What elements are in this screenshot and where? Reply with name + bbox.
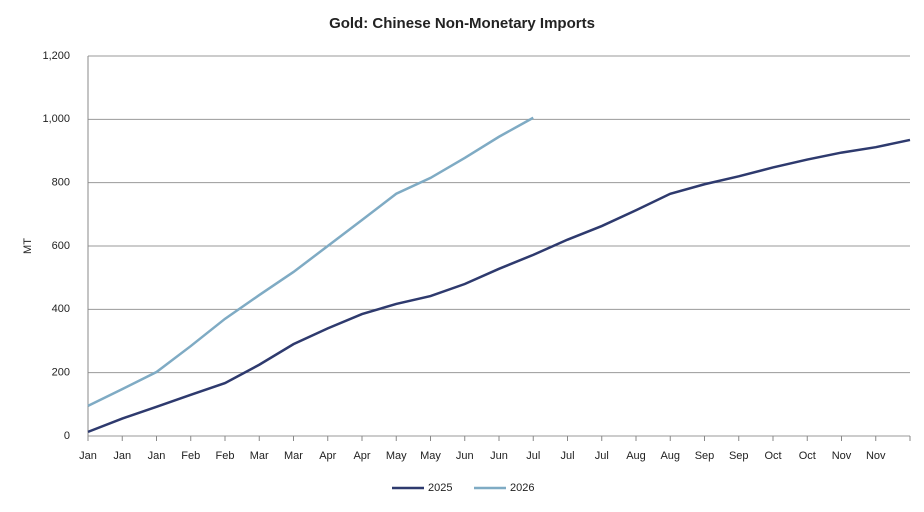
x-tick-label: Sep: [695, 450, 715, 462]
x-tick-label: Jan: [113, 450, 131, 462]
x-tick-label: Jul: [595, 450, 609, 462]
y-tick-label: 0: [64, 430, 70, 442]
y-axis-label: MT: [22, 238, 34, 254]
x-tick-label: Jul: [526, 450, 540, 462]
x-tick-label: Mar: [250, 450, 269, 462]
x-tick-label: Nov: [866, 450, 886, 462]
x-tick-label: Aug: [660, 450, 680, 462]
legend-label: 2026: [510, 482, 534, 494]
x-tick-label: Aug: [626, 450, 646, 462]
x-tick-label: May: [420, 450, 441, 462]
x-tick-label: Feb: [216, 450, 235, 462]
series-line: [87, 116, 534, 408]
x-tick-label: Sep: [729, 450, 749, 462]
series-line: [87, 138, 911, 434]
x-tick-label: Oct: [764, 450, 781, 462]
x-tick-label: May: [386, 450, 407, 462]
y-tick-label: 1,000: [42, 113, 70, 125]
y-tick-label: 200: [52, 367, 70, 379]
chart-title: Gold: Chinese Non-Monetary Imports: [329, 15, 595, 32]
x-tick-label: Apr: [353, 450, 370, 462]
y-tick-label: 1,200: [42, 50, 70, 62]
x-tick-label: Jul: [560, 450, 574, 462]
legend-label: 2025: [428, 482, 452, 494]
y-tick-label: 800: [52, 177, 70, 189]
x-tick-label: Jan: [148, 450, 166, 462]
y-tick-label: 400: [52, 303, 70, 315]
x-tick-label: Apr: [319, 450, 336, 462]
x-tick-label: Jun: [456, 450, 474, 462]
x-tick-label: Feb: [181, 450, 200, 462]
x-tick-label: Nov: [832, 450, 852, 462]
x-tick-label: Jan: [79, 450, 97, 462]
x-tick-label: Mar: [284, 450, 303, 462]
x-tick-label: Jun: [490, 450, 508, 462]
x-tick-label: Oct: [799, 450, 816, 462]
y-tick-label: 600: [52, 240, 70, 252]
